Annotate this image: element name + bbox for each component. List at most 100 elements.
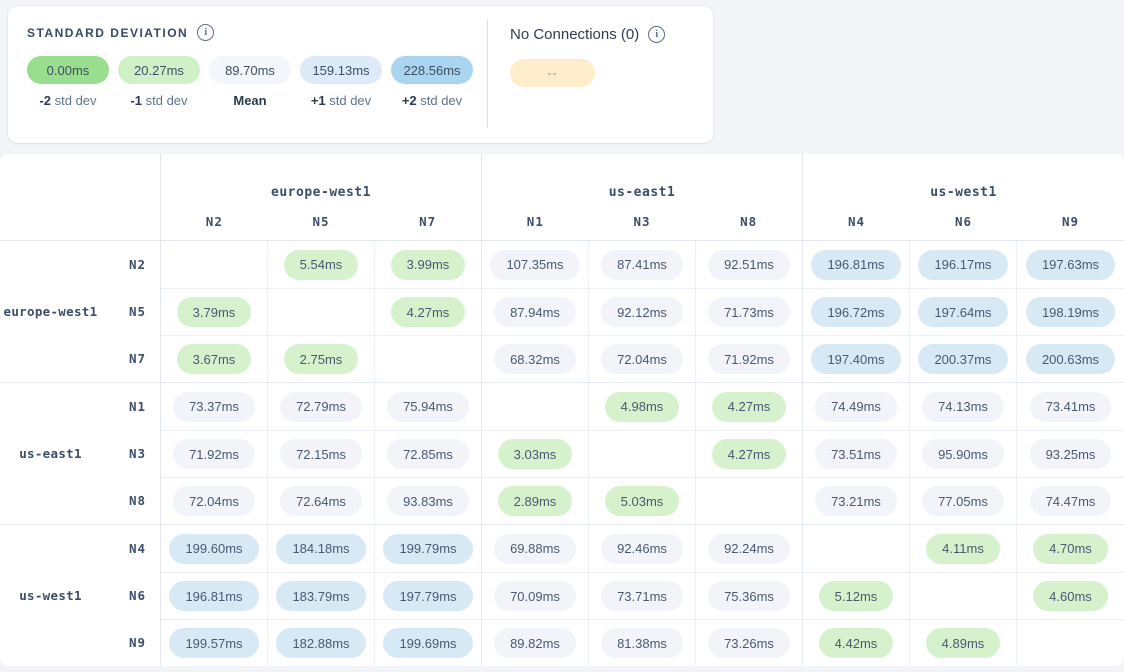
latency-pill: 4.42ms	[818, 628, 894, 658]
latency-cell: 93.83ms	[375, 478, 482, 524]
latency-cell: 200.37ms	[910, 336, 1017, 382]
column-region-group: us-west1 N4 N6 N9	[803, 154, 1124, 240]
self-connection-cell	[161, 241, 268, 288]
latency-cell: 200.63ms	[1017, 336, 1124, 382]
node-header-row: N4 N6 N9	[803, 214, 1124, 229]
node-label-column: N2 N5 N7	[101, 241, 161, 382]
latency-pill: 196.81ms	[169, 581, 259, 611]
latency-pill: 198.19ms	[1025, 297, 1116, 327]
self-connection-cell	[803, 525, 910, 572]
node-column-header: N3	[633, 214, 651, 229]
latency-cell: 93.25ms	[1017, 431, 1124, 477]
latency-pill: 73.51ms	[815, 439, 897, 469]
data-column: 73.37ms 72.79ms 75.94ms 4.98ms 4.27ms 74.49ms…	[161, 383, 1124, 524]
latency-cell: 5.12ms	[803, 573, 910, 619]
latency-cell: 73.41ms	[1017, 383, 1124, 430]
latency-cell: 182.88ms	[268, 620, 375, 666]
self-connection-cell	[268, 289, 375, 335]
info-icon[interactable]: i	[197, 24, 215, 41]
latency-cell: 75.94ms	[375, 383, 482, 430]
latency-pill: 92.46ms	[601, 533, 683, 564]
latency-cell: 72.04ms	[161, 478, 268, 524]
latency-cell: 87.94ms	[482, 289, 589, 335]
latency-cell: 73.51ms	[803, 431, 910, 477]
info-icon[interactable]: i	[648, 26, 666, 43]
matrix-row: 199.57ms 182.88ms 199.69ms 89.82ms 81.38ms 73…	[161, 619, 1124, 666]
node-column-header: N5	[312, 214, 330, 229]
node-header-row: N2 N5 N7	[161, 214, 481, 229]
latency-cell: 89.82ms	[482, 620, 589, 666]
latency-pill: 4.27ms	[711, 391, 787, 422]
latency-cell: 92.12ms	[589, 289, 696, 335]
latency-pill: 73.21ms	[815, 486, 897, 516]
data-column: 5.54ms 3.99ms 107.35ms 87.41ms 92.51ms 196.81…	[161, 241, 1124, 382]
legend-divider	[487, 20, 488, 128]
row-region-group: europe-west1 N2 N5 N7 5.54ms 3.99ms 107.35ms 87…	[0, 241, 1124, 382]
row-region-group: us-east1 N1 N3 N8 73.37ms 72.79ms 75.94ms 4.98m…	[0, 382, 1124, 524]
latency-pill: 89.82ms	[494, 628, 576, 658]
latency-cell: 4.27ms	[375, 289, 482, 335]
matrix-header: europe-west1 N2 N5 N7 us-east1 N1 N3 N8 us-west1…	[0, 154, 1124, 241]
region-column-header: us-east1	[608, 185, 676, 200]
latency-pill: 73.26ms	[708, 628, 790, 658]
latency-cell: 74.13ms	[910, 383, 1017, 430]
latency-cell: 81.38ms	[589, 620, 696, 666]
stddev-pill-row: 0.00ms 20.27ms 89.70ms 159.13ms 228.56ms	[27, 56, 482, 84]
latency-cell: 199.60ms	[161, 525, 268, 572]
latency-pill: 182.88ms	[276, 628, 366, 658]
stddev-pill: 0.00ms	[27, 56, 109, 84]
latency-cell: 87.41ms	[589, 241, 696, 288]
latency-cell: 107.35ms	[482, 241, 589, 288]
latency-cell: 196.17ms	[910, 241, 1017, 288]
latency-pill: 73.41ms	[1029, 391, 1112, 422]
region-column-header: europe-west1	[271, 185, 371, 200]
latency-pill: 93.83ms	[387, 486, 469, 516]
stddev-pill-label: -2 std dev	[39, 93, 97, 108]
latency-cell: 198.19ms	[1017, 289, 1124, 335]
latency-pill: 196.72ms	[811, 297, 901, 327]
latency-cell: 4.98ms	[589, 383, 696, 430]
latency-pill: 92.12ms	[601, 297, 683, 327]
latency-pill: 200.63ms	[1025, 344, 1116, 374]
latency-pill: 183.79ms	[276, 581, 366, 611]
latency-cell: 183.79ms	[268, 573, 375, 619]
matrix-row: 199.60ms 184.18ms 199.79ms 69.88ms 92.46ms 92…	[161, 525, 1124, 572]
latency-pill: 2.75ms	[283, 344, 359, 374]
node-row-label: N9	[128, 635, 146, 650]
latency-pill: 196.17ms	[918, 249, 1008, 280]
matrix-row: 72.04ms 72.64ms 93.83ms 2.89ms 5.03ms 73.21ms…	[161, 477, 1124, 524]
latency-matrix-table: europe-west1 N2 N5 N7 us-east1 N1 N3 N8 us-west1…	[0, 154, 1124, 666]
latency-cell: 73.37ms	[161, 383, 268, 430]
latency-cell: 71.73ms	[696, 289, 803, 335]
latency-pill: 69.88ms	[494, 533, 576, 564]
node-row-label: N8	[128, 493, 146, 508]
latency-pill: 75.36ms	[708, 581, 790, 611]
self-connection-cell	[696, 478, 803, 524]
latency-pill: 196.81ms	[811, 249, 901, 280]
latency-cell: 72.64ms	[268, 478, 375, 524]
latency-cell: 95.90ms	[910, 431, 1017, 477]
column-region-group: europe-west1 N2 N5 N7	[161, 154, 482, 240]
node-column-header: N1	[526, 214, 544, 229]
latency-cell: 68.32ms	[482, 336, 589, 382]
latency-pill: 4.11ms	[926, 533, 1000, 564]
latency-pill: 4.70ms	[1033, 533, 1108, 564]
latency-cell: 92.51ms	[696, 241, 803, 288]
region-column-header: us-west1	[930, 185, 997, 200]
latency-pill: 95.90ms	[922, 439, 1004, 469]
legend-card: STANDARD DEVIATION i 0.00ms 20.27ms 89.70m…	[8, 6, 713, 143]
latency-cell: 72.85ms	[375, 431, 482, 477]
latency-cell: 75.36ms	[696, 573, 803, 619]
latency-pill: 87.41ms	[601, 249, 683, 280]
stddev-pill: 20.27ms	[118, 56, 200, 84]
stddev-pill: 159.13ms	[300, 56, 382, 84]
latency-pill: 77.05ms	[922, 486, 1004, 516]
latency-pill: 5.12ms	[818, 581, 894, 611]
latency-pill: 197.64ms	[918, 297, 1008, 327]
latency-pill: 81.38ms	[601, 628, 683, 658]
self-connection-cell	[1017, 620, 1124, 666]
latency-cell: 3.99ms	[375, 241, 482, 288]
latency-pill: 197.40ms	[811, 344, 901, 374]
matrix-row: 196.81ms 183.79ms 197.79ms 70.09ms 73.71ms 75…	[161, 572, 1124, 619]
latency-cell: 73.71ms	[589, 573, 696, 619]
